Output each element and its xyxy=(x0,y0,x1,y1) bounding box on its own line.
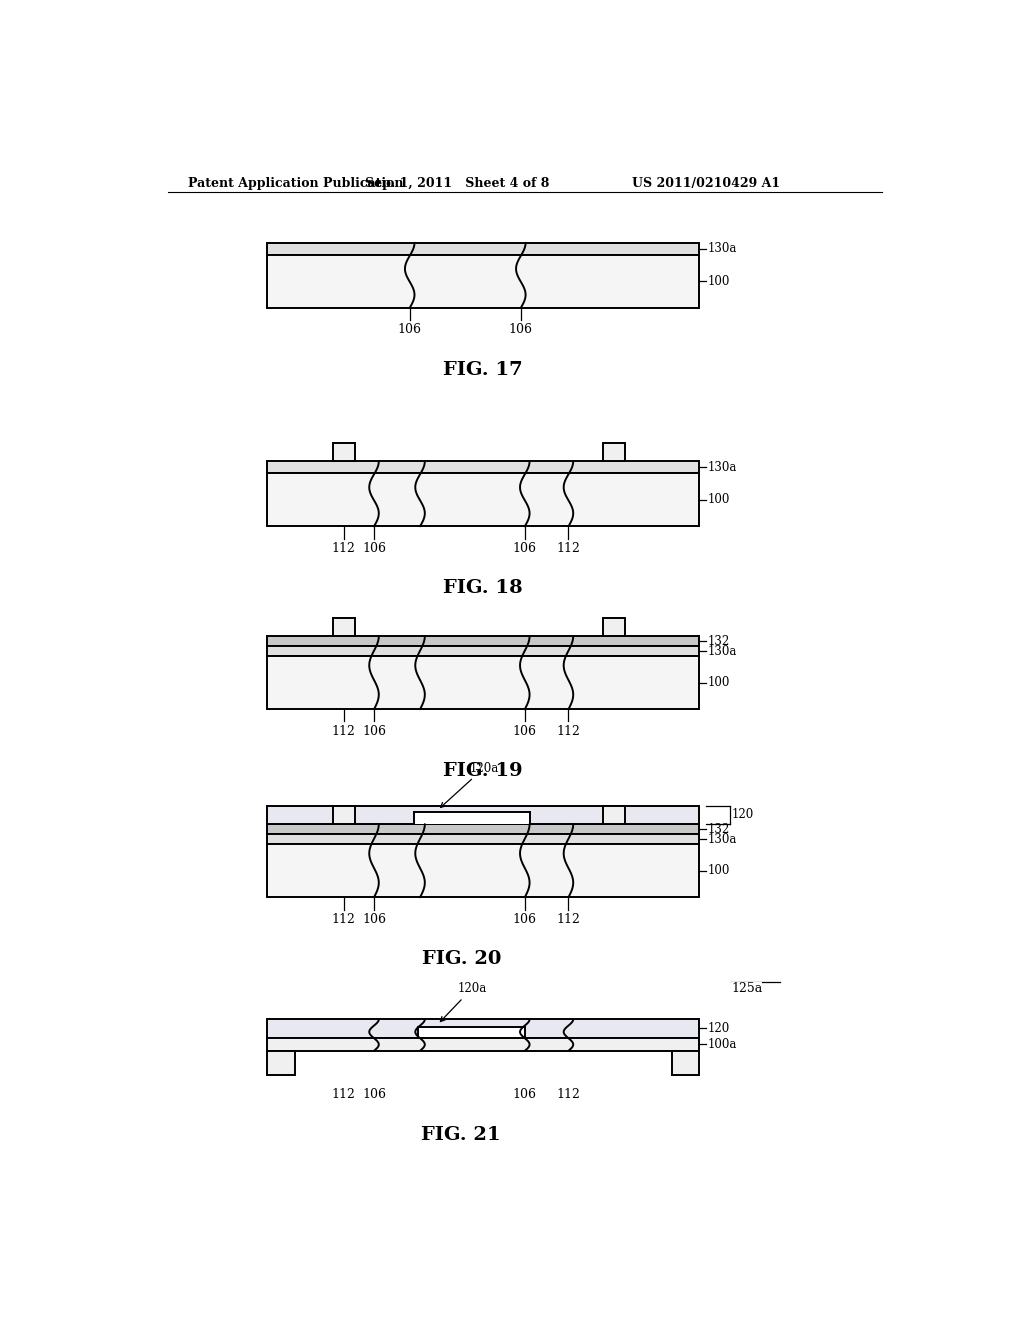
Text: 106: 106 xyxy=(362,1089,386,1101)
Text: 125a: 125a xyxy=(731,982,763,995)
Bar xyxy=(267,461,699,474)
Bar xyxy=(267,834,699,845)
Text: 106: 106 xyxy=(362,541,386,554)
Bar xyxy=(267,243,699,255)
Text: 132: 132 xyxy=(708,635,729,648)
Text: 132: 132 xyxy=(708,822,729,836)
Text: 106: 106 xyxy=(397,323,422,337)
Text: 112: 112 xyxy=(556,541,581,554)
Bar xyxy=(267,824,699,834)
Text: 112: 112 xyxy=(556,912,581,925)
Text: 112: 112 xyxy=(332,541,355,554)
Text: 120: 120 xyxy=(708,1022,729,1035)
Bar xyxy=(267,1051,295,1076)
Text: 130a: 130a xyxy=(708,243,736,255)
Text: 106: 106 xyxy=(362,912,386,925)
Text: 112: 112 xyxy=(332,725,355,738)
Bar xyxy=(602,618,625,636)
Bar xyxy=(414,812,530,824)
Text: FIG. 17: FIG. 17 xyxy=(443,360,522,379)
Text: FIG. 21: FIG. 21 xyxy=(422,1126,501,1144)
Bar xyxy=(267,845,699,898)
Text: US 2011/0210429 A1: US 2011/0210429 A1 xyxy=(632,177,780,190)
Text: 106: 106 xyxy=(513,1089,537,1101)
Bar xyxy=(602,444,625,461)
Bar xyxy=(267,647,699,656)
Text: Sep. 1, 2011   Sheet 4 of 8: Sep. 1, 2011 Sheet 4 of 8 xyxy=(366,177,550,190)
Text: 120: 120 xyxy=(732,808,755,821)
Text: FIG. 20: FIG. 20 xyxy=(422,950,501,968)
Bar xyxy=(267,636,699,647)
Bar xyxy=(267,255,699,308)
Text: FIG. 18: FIG. 18 xyxy=(443,579,522,597)
Bar xyxy=(267,656,699,709)
Bar xyxy=(602,805,625,824)
Text: Patent Application Publication: Patent Application Publication xyxy=(187,177,403,190)
Bar xyxy=(267,1038,699,1051)
Text: 106: 106 xyxy=(513,541,537,554)
Bar xyxy=(333,444,355,461)
Text: 112: 112 xyxy=(332,912,355,925)
Bar xyxy=(672,1051,699,1076)
Text: FIG. 19: FIG. 19 xyxy=(443,762,522,780)
Text: 130a: 130a xyxy=(708,833,736,846)
Text: 106: 106 xyxy=(513,912,537,925)
Bar xyxy=(267,805,699,824)
Text: 112: 112 xyxy=(556,1089,581,1101)
Text: 100a: 100a xyxy=(708,1038,736,1051)
Bar xyxy=(267,1019,699,1038)
Bar xyxy=(333,618,355,636)
Text: 106: 106 xyxy=(362,725,386,738)
Text: 106: 106 xyxy=(509,323,532,337)
Text: 120a: 120a xyxy=(440,762,499,808)
Text: 100: 100 xyxy=(708,865,730,878)
Bar xyxy=(333,805,355,824)
Text: 120a: 120a xyxy=(440,982,486,1022)
Text: 100: 100 xyxy=(708,494,730,507)
Bar xyxy=(267,474,699,527)
Text: 100: 100 xyxy=(708,275,730,288)
Text: 100: 100 xyxy=(708,676,730,689)
Bar xyxy=(418,1027,524,1038)
Text: 112: 112 xyxy=(332,1089,355,1101)
Text: 130a: 130a xyxy=(708,645,736,657)
Text: 112: 112 xyxy=(556,725,581,738)
Text: 106: 106 xyxy=(513,725,537,738)
Text: 130a: 130a xyxy=(708,461,736,474)
